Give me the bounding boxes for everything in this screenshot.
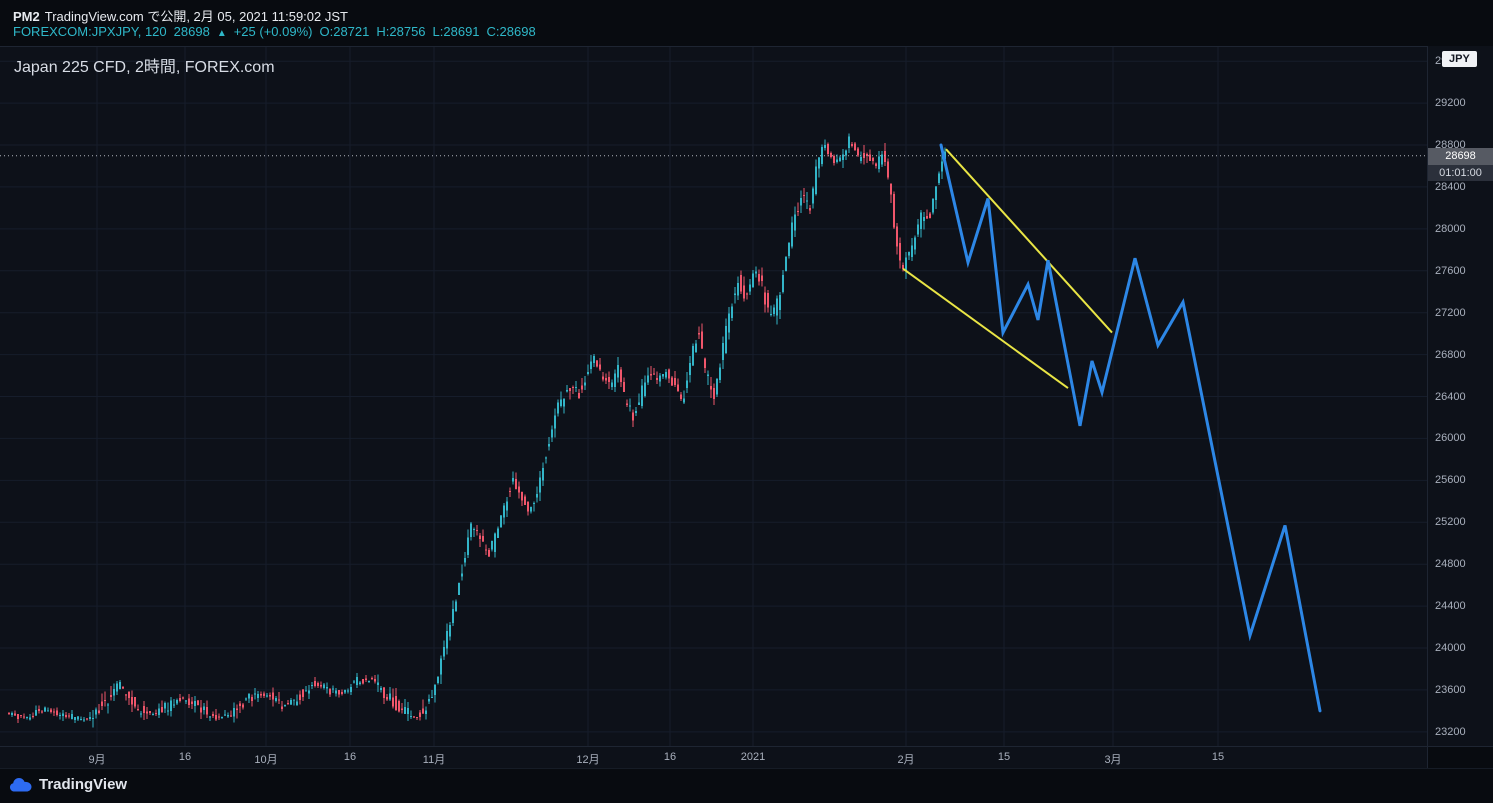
time-tick-label: 3月 bbox=[1104, 754, 1122, 766]
time-axis[interactable]: 9月 16 10月 16 11月 12月 16 2021 2月 15 3月 15 bbox=[0, 747, 1427, 768]
price-tick-label: 25200 bbox=[1435, 516, 1466, 529]
high-value: H:28756 bbox=[376, 24, 426, 39]
low-value: L:28691 bbox=[432, 24, 480, 39]
plot-top-border bbox=[0, 46, 1493, 47]
price-tick-label: 24000 bbox=[1435, 642, 1466, 655]
symbol-interval: FOREXCOM:JPXJPY, 120 bbox=[13, 24, 167, 39]
footer-bar: TradingView bbox=[0, 768, 1493, 803]
currency-badge: JPY bbox=[1442, 51, 1477, 67]
tradingview-logo-icon bbox=[9, 777, 33, 793]
price-tick-label: 24400 bbox=[1435, 600, 1466, 613]
publisher-name: PM2 bbox=[13, 9, 40, 24]
price-tick-label: 25600 bbox=[1435, 474, 1466, 487]
price-tick-label: 24800 bbox=[1435, 558, 1466, 571]
time-tick-label: 10月 bbox=[254, 754, 278, 766]
price-tick-label: 27600 bbox=[1435, 264, 1466, 277]
last-price: 28698 bbox=[173, 24, 210, 39]
time-tick-label: 9月 bbox=[88, 754, 106, 766]
price-tick-label: 26000 bbox=[1435, 432, 1466, 445]
price-tick-label: 23600 bbox=[1435, 683, 1466, 696]
price-tick-label: 23200 bbox=[1435, 725, 1466, 738]
plot-bottom-border bbox=[0, 746, 1493, 747]
publish-text: TradingView.com で公開, 2月 05, 2021 11:59:0… bbox=[44, 9, 348, 24]
price-tick-label: 29200 bbox=[1435, 97, 1466, 110]
time-tick-label: 2月 bbox=[897, 754, 915, 766]
time-tick-label: 15 bbox=[1211, 751, 1225, 763]
close-value: C:28698 bbox=[486, 24, 536, 39]
time-tick-label: 16 bbox=[343, 751, 357, 763]
chart-canvas[interactable]: Japan 225 CFD, 2時間, FOREX.com bbox=[0, 46, 1427, 746]
tradingview-logo-link[interactable]: TradingView bbox=[9, 776, 127, 793]
time-tick-label: 2021 bbox=[740, 751, 766, 763]
publish-info: PM2 TradingView.com で公開, 2月 05, 2021 11:5… bbox=[13, 6, 348, 25]
price-tick-label: 26800 bbox=[1435, 348, 1466, 361]
price-change: +25 (+0.09%) bbox=[233, 24, 313, 39]
time-tick-label: 16 bbox=[178, 751, 192, 763]
time-tick-label: 15 bbox=[997, 751, 1011, 763]
change-up-arrow-icon: ▲ bbox=[216, 28, 227, 39]
time-tick-label: 11月 bbox=[422, 754, 446, 766]
open-value: O:28721 bbox=[319, 24, 370, 39]
chart-title: Japan 225 CFD, 2時間, FOREX.com bbox=[14, 59, 275, 76]
header-bar: PM2 TradingView.com で公開, 2月 05, 2021 11:5… bbox=[0, 0, 1493, 46]
last-price-badge: 28698 bbox=[1428, 147, 1493, 165]
candlestick-plot[interactable] bbox=[0, 46, 1427, 746]
quote-line: FOREXCOM:JPXJPY, 120 28698 ▲ +25 (+0.09%) O:… bbox=[13, 24, 543, 39]
price-tick-label: 26400 bbox=[1435, 390, 1466, 403]
time-tick-label: 16 bbox=[663, 751, 677, 763]
tradingview-brand-text: TradingView bbox=[39, 776, 128, 793]
price-tick-label: 28400 bbox=[1435, 180, 1466, 193]
price-tick-label: 27200 bbox=[1435, 306, 1466, 319]
time-tick-label: 12月 bbox=[576, 754, 600, 766]
price-tick-label: 28000 bbox=[1435, 222, 1466, 235]
bar-countdown-badge: 01:01:00 bbox=[1428, 164, 1493, 181]
price-axis-border bbox=[1427, 46, 1428, 768]
